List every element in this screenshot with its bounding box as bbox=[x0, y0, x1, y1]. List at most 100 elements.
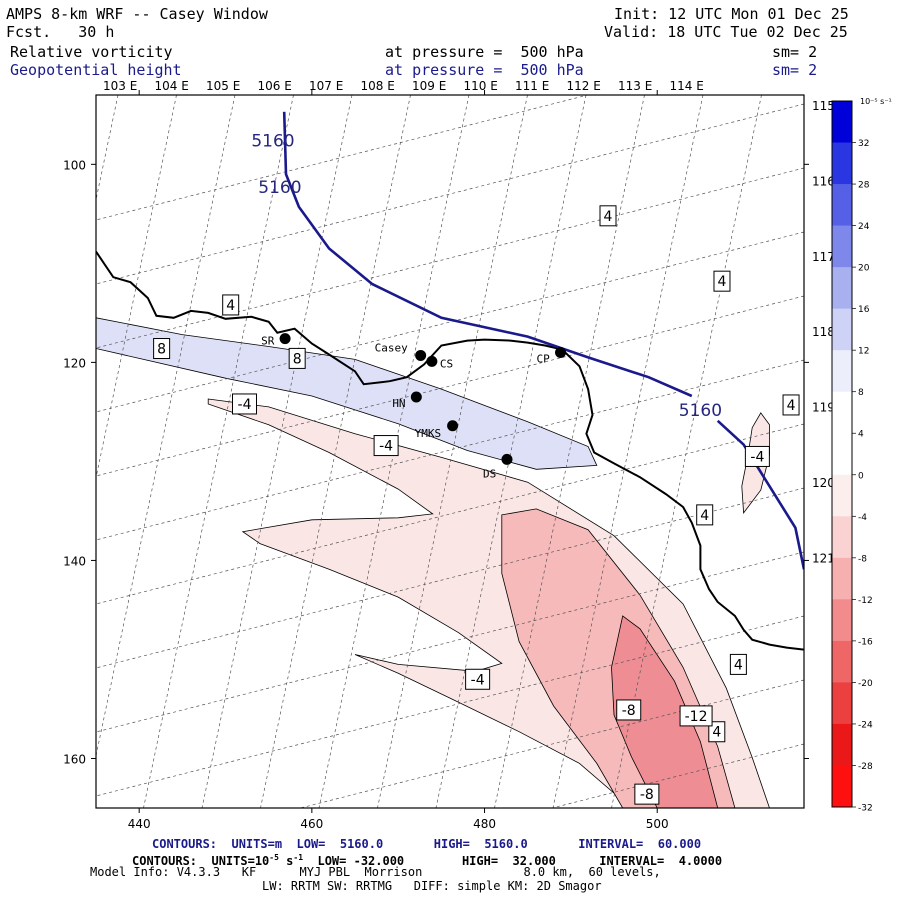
station-label: Casey bbox=[375, 341, 408, 354]
station-marker bbox=[501, 453, 513, 465]
parallel-line bbox=[550, 743, 804, 808]
colorbar-segment bbox=[832, 640, 852, 683]
forecast-hour: Fcst. 30 h bbox=[6, 23, 115, 41]
longitude-label: 109 E bbox=[412, 79, 446, 93]
meridian-line bbox=[143, 95, 294, 808]
vorticity-label-box bbox=[708, 721, 726, 743]
vorticity-label-box bbox=[713, 270, 731, 292]
vorticity-label: 4 bbox=[718, 274, 727, 290]
vorticity-contour bbox=[611, 615, 719, 808]
meridian-line bbox=[260, 95, 411, 808]
field1-name: Relative vorticity bbox=[10, 43, 173, 61]
plot-area: 5160 5160 5160 4 4 4 4 4 4 4 8 8 -4 -4 -4 -4 -8 -8 -12 SR Ca… bbox=[96, 95, 804, 808]
vorticity-label: 4 bbox=[604, 209, 613, 225]
longitude-label: 113 E bbox=[618, 79, 652, 93]
parallel-line bbox=[96, 231, 804, 413]
y-tick-label: 100 bbox=[63, 158, 86, 172]
colorbar-tick-label: -16 bbox=[858, 637, 873, 647]
vorticity-label: -8 bbox=[622, 703, 636, 719]
vorticity-label-box bbox=[232, 393, 258, 415]
colorbar-tick-label: -20 bbox=[858, 679, 873, 689]
longitude-label: 106 E bbox=[258, 79, 292, 93]
vorticity-label: -8 bbox=[640, 787, 654, 803]
parallel-line bbox=[96, 295, 804, 477]
contours-vorticity-line: CONTOURS: UNITS=10-5 s-1 LOW= -32.000 HI… bbox=[132, 853, 723, 868]
valid-time: Valid: 18 UTC Tue 02 Dec 25 bbox=[604, 23, 848, 41]
meridian-line bbox=[377, 95, 528, 808]
colorbar-tick-label: 24 bbox=[858, 222, 870, 232]
colorbar-tick-label: 4 bbox=[858, 430, 864, 440]
meridian-line bbox=[435, 95, 587, 808]
vorticity-label-box bbox=[222, 294, 240, 316]
x-tick-label: 480 bbox=[473, 817, 496, 831]
vorticity-label: -4 bbox=[379, 439, 393, 455]
longitude-label: 105 E bbox=[206, 79, 240, 93]
longitude-label: 110 E bbox=[464, 79, 498, 93]
parallel-line bbox=[96, 103, 804, 285]
contours-height-line: CONTOURS: UNITS=m LOW= 5160.0 HIGH= 5160… bbox=[152, 837, 702, 851]
meridian-line bbox=[201, 95, 353, 808]
vorticity-label: 4 bbox=[787, 398, 796, 414]
colorbar-tick-label: 32 bbox=[858, 139, 869, 149]
height-contour bbox=[716, 419, 804, 570]
colorbar-segment bbox=[832, 101, 852, 144]
colorbar-segment bbox=[832, 391, 852, 434]
longitude-label: 103 E bbox=[103, 79, 137, 93]
station-marker bbox=[555, 346, 567, 358]
field1-level: at pressure = 500 hPa bbox=[385, 43, 584, 61]
meridian-line bbox=[318, 95, 470, 808]
colorbar-unit: 10⁻⁵ s⁻¹ bbox=[860, 97, 892, 106]
vorticity-label-box bbox=[634, 783, 660, 805]
vorticity-label-box bbox=[679, 705, 713, 727]
x-tick-label: 440 bbox=[128, 817, 151, 831]
vorticity-label: -4 bbox=[471, 672, 485, 688]
station-marker bbox=[279, 333, 291, 345]
station-label: HN bbox=[392, 397, 405, 410]
longitude-label: 112 E bbox=[567, 79, 601, 93]
field1-smoothing: sm= 2 bbox=[772, 43, 818, 61]
vorticity-label: -4 bbox=[238, 397, 252, 413]
colorbar-segment bbox=[832, 350, 852, 393]
meridian-line bbox=[96, 95, 119, 202]
station-label: DS bbox=[483, 467, 496, 480]
vorticity-label: -12 bbox=[685, 709, 708, 725]
vorticity-label: 4 bbox=[226, 298, 235, 314]
height-label: 5160 bbox=[679, 401, 722, 421]
parallel-line bbox=[96, 167, 804, 349]
vorticity-label-box bbox=[696, 504, 714, 526]
station-label: YMKS bbox=[415, 427, 442, 440]
vorticity-label-box bbox=[782, 394, 800, 416]
field2-smoothing: sm= 2 bbox=[772, 61, 818, 79]
vorticity-label: 4 bbox=[700, 508, 709, 524]
colorbar-tick-label: 16 bbox=[858, 305, 870, 315]
model-info-line: Model Info: V4.3.3 KF MYJ PBL Morrison 8… bbox=[90, 865, 661, 879]
colorbar-segment bbox=[832, 308, 852, 351]
longitude-label: 111 E bbox=[515, 79, 549, 93]
colorbar-tick-label: 0 bbox=[858, 471, 864, 481]
colorbar-segment bbox=[832, 184, 852, 227]
colorbar-tick-label: 28 bbox=[858, 181, 870, 191]
colorbar-tick-label: -8 bbox=[858, 554, 867, 564]
colorbar-segment bbox=[832, 142, 852, 185]
x-tick-label: 460 bbox=[300, 817, 323, 831]
vorticity-label-box bbox=[373, 435, 399, 457]
meridian-line bbox=[96, 95, 236, 758]
meridian-line bbox=[611, 95, 762, 808]
colorbar-segment bbox=[832, 433, 852, 476]
physics-line: LW: RRTM SW: RRTMG DIFF: simple KM: 2D S… bbox=[262, 879, 602, 893]
height-contour bbox=[282, 111, 693, 398]
coastline bbox=[96, 250, 804, 651]
longitude-label: 114 E bbox=[670, 79, 704, 93]
station-label: CP bbox=[537, 352, 551, 365]
y-tick-label: 160 bbox=[63, 752, 86, 766]
station-marker bbox=[447, 420, 459, 432]
x-tick-label: 500 bbox=[646, 817, 669, 831]
colorbar-segment bbox=[832, 599, 852, 642]
colorbar-segment bbox=[832, 765, 852, 808]
colorbar-segment bbox=[832, 723, 852, 766]
vorticity-contour bbox=[96, 317, 598, 470]
colorbar-tick-label: -4 bbox=[858, 513, 867, 523]
colorbar-tick-label: 8 bbox=[858, 388, 864, 398]
meridian-line bbox=[552, 95, 704, 808]
